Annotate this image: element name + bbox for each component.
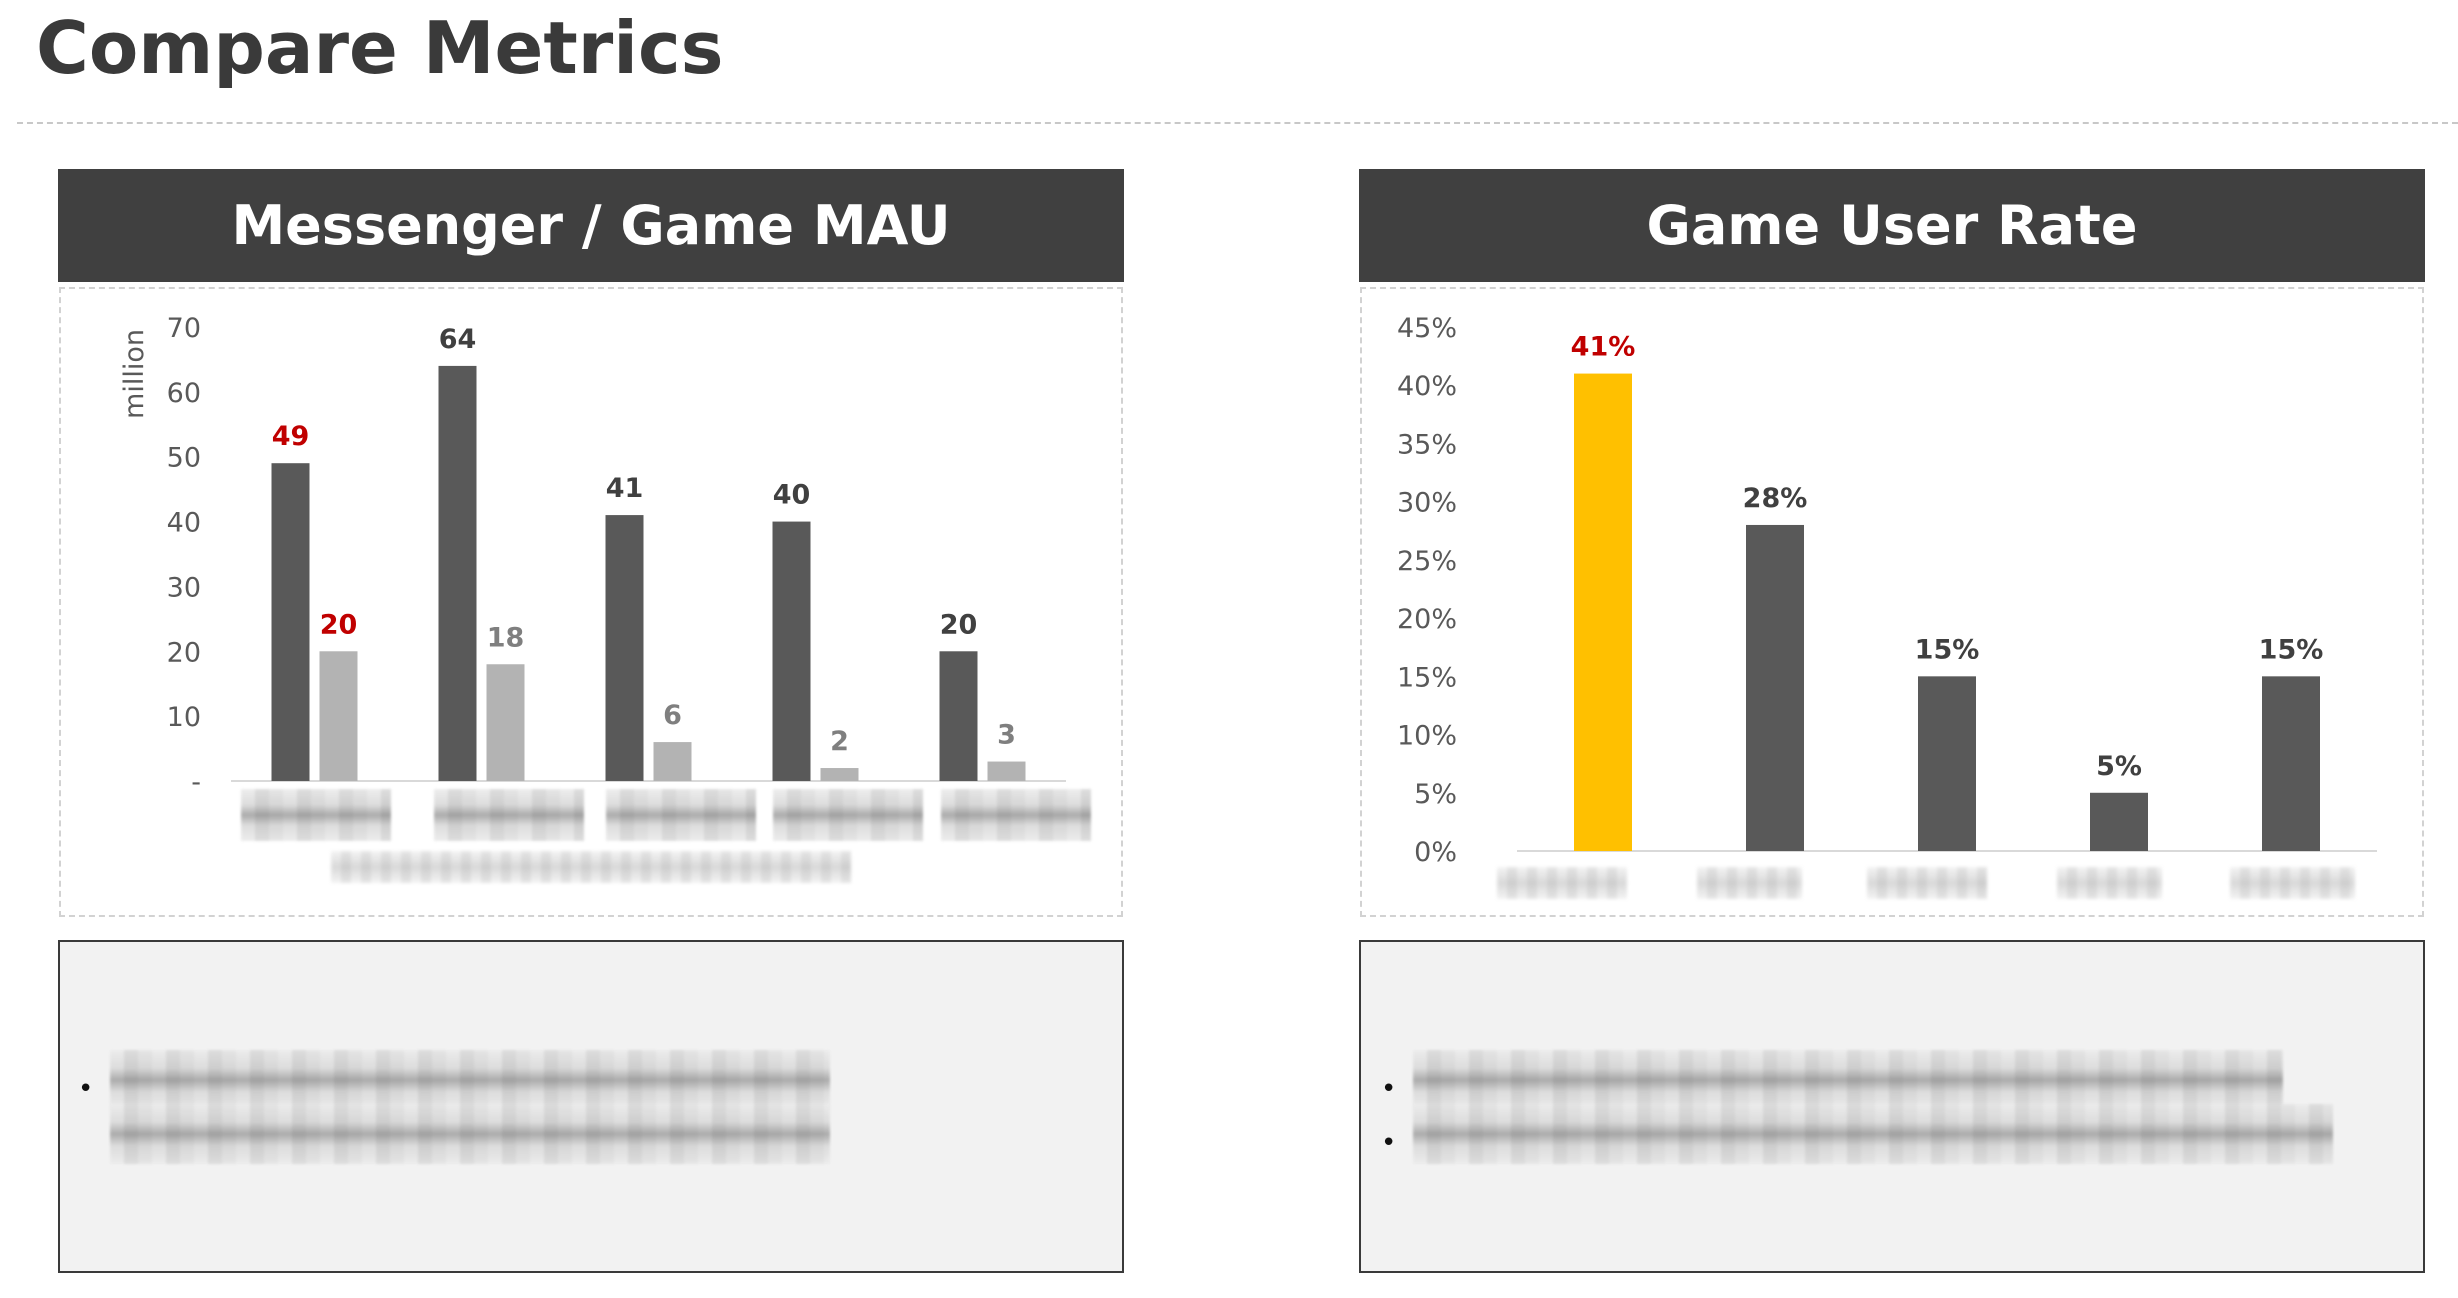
bar-value-label: 49 bbox=[272, 421, 310, 452]
bar bbox=[2090, 792, 2148, 851]
y-tick-label: 25% bbox=[1397, 546, 1457, 577]
bar bbox=[605, 515, 644, 781]
page-title: Compare Metrics bbox=[36, 6, 724, 90]
redacted-category-label bbox=[2230, 867, 2355, 899]
y-tick-label: 30% bbox=[1397, 488, 1457, 519]
bar-value-label: 41 bbox=[606, 473, 644, 504]
y-tick-label: - bbox=[191, 767, 201, 798]
redacted-category-label bbox=[434, 789, 584, 841]
y-tick-label: 0% bbox=[1414, 837, 1457, 868]
y-tick-label: 30 bbox=[167, 572, 201, 603]
bar-value-label: 20 bbox=[940, 609, 978, 640]
bar-value-label: 2 bbox=[830, 726, 849, 757]
redacted-category-label bbox=[941, 789, 1091, 841]
bar-value-label: 64 bbox=[439, 324, 477, 355]
bar-value-label: 18 bbox=[487, 622, 525, 653]
mau-notes-box: • bbox=[58, 940, 1124, 1273]
bar bbox=[939, 651, 978, 781]
redacted-note-text bbox=[110, 1050, 830, 1110]
game-rate-chart-frame: 0% 5% 10% 15% 20% 25% 30% 35% 40% 45% 41% 28% 15% 5% 1… bbox=[1360, 287, 2424, 917]
y-tick-label: 40% bbox=[1397, 371, 1457, 402]
mau-chart-frame: - 10 20 30 40 50 60 70 million 49 20 64 18 41 6 40 2 20 3 bbox=[59, 287, 1123, 917]
redacted-category-label bbox=[773, 789, 923, 841]
y-axis-label: million bbox=[119, 329, 150, 419]
bar bbox=[1746, 524, 1804, 851]
bar bbox=[438, 365, 477, 781]
bar bbox=[1918, 676, 1976, 851]
game-rate-bar-chart: 0% 5% 10% 15% 20% 25% 30% 35% 40% 45% 41% 28% 15% 5% 1… bbox=[1397, 313, 2377, 868]
bar-value-label: 15% bbox=[2259, 634, 2324, 665]
bar bbox=[772, 521, 811, 781]
redacted-category-label bbox=[2057, 867, 2162, 899]
bar-value-label: 5% bbox=[2096, 751, 2142, 782]
bar bbox=[2262, 676, 2320, 851]
game-rate-panel-header: Game User Rate bbox=[1359, 169, 2425, 282]
y-tick-label: 5% bbox=[1414, 779, 1457, 810]
y-tick-label: 15% bbox=[1397, 662, 1457, 693]
bar-value-label: 41% bbox=[1571, 332, 1636, 363]
game-rate-panel-title: Game User Rate bbox=[1646, 194, 2138, 257]
bar bbox=[486, 664, 525, 781]
bar bbox=[271, 463, 310, 781]
y-tick-label: 40 bbox=[167, 508, 201, 539]
y-tick-label: 20% bbox=[1397, 604, 1457, 635]
y-tick-label: 10% bbox=[1397, 721, 1457, 752]
bar-value-label: 15% bbox=[1915, 634, 1980, 665]
bar-value-label: 20 bbox=[320, 609, 358, 640]
redacted-note-text bbox=[110, 1104, 830, 1164]
mau-panel-header: Messenger / Game MAU bbox=[58, 169, 1124, 282]
bar bbox=[653, 742, 692, 781]
redacted-note-text bbox=[1413, 1050, 2283, 1110]
note-bullet: • bbox=[1381, 1074, 1397, 1104]
redacted-category-label bbox=[1497, 867, 1627, 899]
redacted-axis-note bbox=[331, 851, 851, 883]
mau-panel-title: Messenger / Game MAU bbox=[231, 194, 951, 257]
bar-value-label: 3 bbox=[997, 720, 1016, 751]
y-tick-label: 50 bbox=[167, 443, 201, 474]
y-tick-label: 45% bbox=[1397, 313, 1457, 344]
bar-value-label: 40 bbox=[773, 480, 811, 511]
bar bbox=[319, 651, 358, 781]
bar bbox=[820, 768, 859, 781]
redacted-category-label bbox=[1697, 867, 1802, 899]
y-tick-label: 20 bbox=[167, 637, 201, 668]
bar bbox=[1574, 373, 1632, 851]
y-tick-label: 60 bbox=[167, 378, 201, 409]
y-tick-label: 10 bbox=[167, 702, 201, 733]
note-bullet: • bbox=[1381, 1128, 1397, 1158]
bar-value-label: 28% bbox=[1743, 483, 1808, 514]
redacted-category-label bbox=[606, 789, 756, 841]
bar bbox=[987, 761, 1026, 781]
note-bullet: • bbox=[78, 1074, 94, 1104]
title-divider bbox=[17, 122, 2458, 124]
mau-bar-chart: - 10 20 30 40 50 60 70 million 49 20 64 18 41 6 40 2 20 3 bbox=[119, 313, 1066, 798]
redacted-note-text bbox=[1413, 1104, 2333, 1164]
game-rate-notes-box: • • bbox=[1359, 940, 2425, 1273]
redacted-category-label bbox=[241, 789, 391, 841]
redacted-category-label bbox=[1867, 867, 1987, 899]
bar-value-label: 6 bbox=[663, 700, 682, 731]
y-tick-label: 35% bbox=[1397, 429, 1457, 460]
y-tick-label: 70 bbox=[167, 313, 201, 344]
